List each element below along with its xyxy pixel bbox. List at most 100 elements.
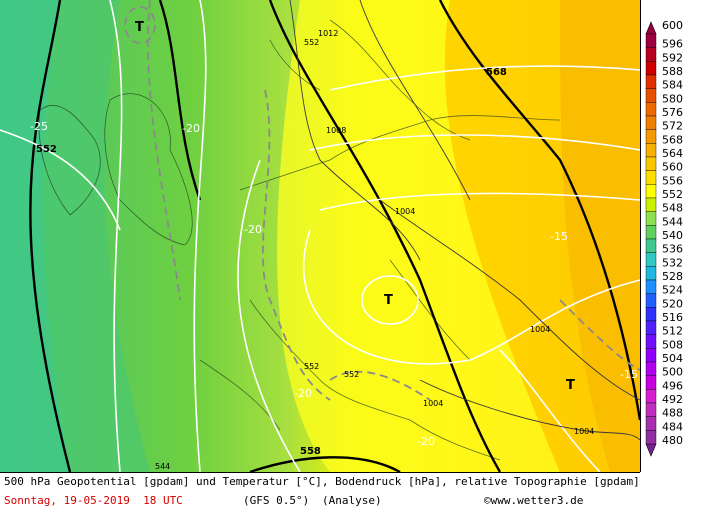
temp-labels: -25 -20 -20 -20 -20 -15 -15: [30, 120, 638, 448]
legend-swatch: [645, 293, 657, 308]
legend-swatch: [645, 74, 657, 89]
legend-value: 504: [662, 352, 683, 365]
weather-map: 552 552 568 552 552 544 552 558 -25 -20 …: [0, 0, 642, 474]
height-label: 552: [304, 362, 319, 371]
height-label: 544: [155, 462, 170, 471]
legend-value: 524: [662, 284, 683, 297]
valid-time: Sonntag, 19-05-2019 18 UTC: [4, 494, 183, 507]
height-labels: 552 552 568 552 552 544 552 558: [36, 38, 507, 471]
band-544-west: [0, 0, 70, 472]
legend-swatch: [645, 88, 657, 103]
legend-value: 592: [662, 51, 683, 64]
height-label: 552: [304, 38, 319, 47]
temp-label: -20: [294, 387, 312, 400]
height-label: 552: [344, 370, 359, 379]
legend-value: 548: [662, 202, 683, 215]
map-footer: 500 hPa Geopotential [gpdam] und Tempera…: [0, 472, 640, 514]
pressure-labels: 1012 1008 1004 1004 1004 1004: [318, 29, 594, 436]
temp-label: -20: [182, 122, 200, 135]
rel-topo: [124, 0, 641, 401]
legend-value: 516: [662, 311, 683, 324]
legend-value: 532: [662, 256, 683, 269]
legend-value: 520: [662, 297, 683, 310]
low-marker: T: [566, 378, 575, 393]
legend-value: 508: [662, 338, 683, 351]
low-markers: T T T: [135, 20, 575, 393]
isobars: [289, 0, 641, 441]
isotherms: [0, 0, 640, 472]
legend-swatch: [645, 389, 657, 404]
legend-swatch: [645, 416, 657, 431]
legend-swatch: [645, 334, 657, 349]
temp-label: -15: [620, 368, 638, 381]
legend-swatch: [645, 211, 657, 226]
legend-swatch: [645, 430, 657, 445]
model-name: (GFS 0.5°): [243, 494, 310, 507]
legend-swatch: [645, 156, 657, 171]
legend-value: 584: [662, 79, 683, 92]
legend-value: 484: [662, 420, 683, 433]
temp-label: -20: [417, 435, 435, 448]
legend-swatch: [645, 402, 657, 417]
legend-swatch: [645, 320, 657, 335]
legend-value: 600: [662, 19, 683, 32]
legend-value: 560: [662, 161, 683, 174]
pressure-label: 1008: [326, 126, 346, 135]
legend-value: 572: [662, 120, 683, 133]
legend-arrow-bottom: [645, 443, 657, 457]
pressure-label: 1004: [574, 427, 594, 436]
legend-value: 544: [662, 215, 683, 228]
legend-swatch: [645, 225, 657, 240]
legend-value: 528: [662, 270, 683, 283]
map-canvas: 552 552 568 552 552 544 552 558 -25 -20 …: [0, 0, 642, 474]
legend-value: 564: [662, 147, 683, 160]
pressure-label: 1012: [318, 29, 338, 38]
legend-swatch: [645, 47, 657, 62]
legend-value: 556: [662, 174, 683, 187]
legend-value: 536: [662, 243, 683, 256]
legend-swatch: [645, 170, 657, 185]
low-marker: T: [384, 293, 393, 308]
legend-value: 496: [662, 379, 683, 392]
legend-swatch: [645, 184, 657, 199]
analysis-label: (Analyse): [322, 494, 382, 507]
legend-value: 552: [662, 188, 683, 201]
legend-canvas: 6005965925885845805765725685645605565525…: [645, 19, 683, 457]
legend-swatch: [645, 197, 657, 212]
legend-value: 500: [662, 366, 683, 379]
legend-swatch: [645, 307, 657, 322]
band-564: [560, 0, 640, 472]
legend-swatch: [645, 279, 657, 294]
legend-swatch: [645, 375, 657, 390]
legend-swatch: [645, 129, 657, 144]
band-556: [277, 0, 560, 472]
legend-swatch: [645, 143, 657, 158]
legend-swatch: [645, 266, 657, 281]
legend-value: 480: [662, 434, 683, 447]
legend-value: 568: [662, 133, 683, 146]
legend-swatch: [645, 238, 657, 253]
product-description: 500 hPa Geopotential [gpdam] und Tempera…: [4, 475, 640, 488]
low-marker: T: [135, 20, 144, 35]
temp-label: -15: [550, 230, 568, 243]
legend-swatch: [645, 61, 657, 76]
color-legend: 600 596 592 588 584 580 576 572 568 564 560 556 552 5…: [640, 0, 704, 472]
legend-swatch: [645, 361, 657, 376]
legend-value: 596: [662, 38, 683, 51]
legend-value: 576: [662, 106, 683, 119]
legend-arrow-top: [645, 21, 657, 35]
temp-label: -25: [30, 120, 48, 133]
legend-swatch: [645, 115, 657, 130]
legend-value: 488: [662, 407, 683, 420]
legend-value: 512: [662, 325, 683, 338]
legend-swatch: [645, 33, 657, 48]
legend-value: 492: [662, 393, 683, 406]
legend-swatch: [645, 102, 657, 117]
height-label: 552: [36, 144, 57, 155]
pressure-label: 1004: [395, 207, 415, 216]
height-label: 568: [486, 67, 507, 78]
temp-label: -20: [244, 223, 262, 236]
legend-value: 588: [662, 65, 683, 78]
legend-swatch: [645, 252, 657, 267]
source-credit: ©www.wetter3.de: [484, 494, 584, 507]
